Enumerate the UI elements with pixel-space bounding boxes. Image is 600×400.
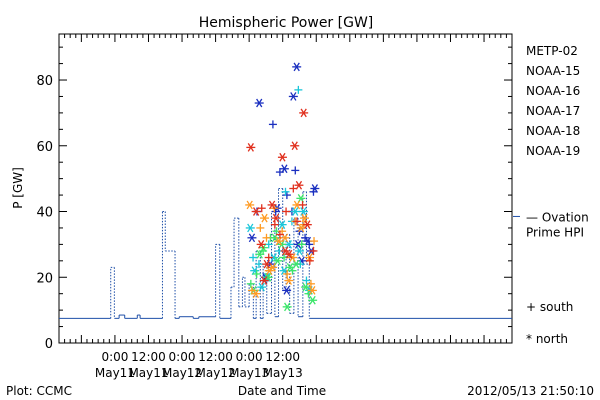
north-star-marker (292, 62, 302, 72)
south-plus-marker (262, 233, 271, 242)
south-plus-marker (297, 240, 306, 249)
south-plus-marker (291, 166, 300, 175)
north-star-marker (259, 276, 269, 285)
north-star-marker (294, 180, 304, 190)
north-star-marker (288, 92, 298, 101)
legend-entry: NOAA-15 (526, 64, 580, 78)
north-star-marker (282, 286, 292, 295)
north-star-marker (277, 152, 287, 162)
north-star-marker (260, 213, 270, 223)
north-star-marker (247, 233, 257, 243)
north-star-marker (273, 256, 283, 266)
north-star-marker (245, 223, 255, 233)
x-tick-date-label: May12 (162, 366, 202, 380)
x-tick-date-label: May11 (95, 366, 135, 380)
south-plus-marker (294, 85, 303, 94)
y-tick-label: 40 (36, 206, 53, 221)
south-plus-marker (310, 237, 319, 246)
y-tick-label: 0 (45, 337, 53, 352)
south-plus-marker (254, 260, 263, 269)
south-plus-marker (305, 256, 314, 265)
north-star-marker (302, 220, 312, 230)
plot-credit: Plot: CCMC (6, 384, 72, 398)
legend-entry: METP-02 (526, 44, 578, 58)
north-star-marker (254, 98, 264, 108)
south-plus-marker (257, 204, 266, 213)
south-plus-marker (249, 253, 258, 262)
south-plus-marker (270, 220, 279, 229)
south-plus-marker (292, 217, 301, 226)
north-star-marker (290, 141, 300, 151)
x-tick-date-label: May11 (128, 366, 168, 380)
legend: METP-02 NOAA-15 NOAA-16 NOAA-17 NOAA-18 NOAA-… (526, 44, 580, 158)
north-star-marker (251, 207, 261, 216)
north-star-marker (271, 213, 281, 223)
y-axis-label: P [GW] (11, 167, 25, 209)
x-tick-time-label: 0:00 (169, 350, 196, 364)
legend-entry: NOAA-16 (526, 84, 580, 98)
north-star-marker (277, 220, 287, 230)
north-star-marker (267, 200, 277, 210)
south-plus-marker (306, 279, 315, 288)
x-tick-time-label: 0:00 (236, 350, 263, 364)
south-plus-marker (309, 246, 318, 255)
x-tick-time-label: 12:00 (265, 350, 300, 364)
north-star-marker (284, 276, 294, 285)
plot-frame (58, 33, 513, 344)
north-star-marker (279, 164, 289, 174)
y-ticks: 0 20 40 60 80 (36, 46, 512, 352)
x-tick-time-label: 12:00 (198, 350, 233, 364)
north-star-marker (290, 207, 300, 216)
north-star-marker (262, 259, 272, 269)
north-star-marker (245, 200, 255, 210)
south-plus-marker (302, 276, 311, 285)
south-plus-marker (282, 207, 291, 216)
timestamp: 2012/05/13 21:50:10 (467, 384, 594, 398)
north-star-marker (284, 249, 294, 259)
ovation-label: — Ovation Prime HPI (526, 210, 589, 239)
x-tick-date-label: May12 (196, 366, 236, 380)
south-plus-marker (275, 230, 284, 239)
legend-entry: NOAA-17 (526, 104, 580, 118)
legend-entry: NOAA-18 (526, 124, 580, 138)
south-plus-marker (268, 120, 277, 129)
north-star-marker (300, 213, 310, 223)
chart-title: Hemispheric Power [GW] (199, 15, 374, 31)
south-plus-marker (283, 269, 292, 278)
north-star-marker (310, 184, 320, 193)
y-tick-label: 20 (36, 271, 53, 286)
x-axis-label: Date and Time (238, 384, 326, 398)
south-plus-marker (281, 187, 290, 196)
north-star-marker (308, 295, 318, 305)
south-plus-marker (298, 200, 307, 209)
north-star-marker (296, 194, 306, 203)
south-marker-legend: + south (526, 300, 573, 314)
north-star-marker (299, 108, 309, 118)
scatter-markers (245, 62, 320, 312)
north-star-marker (298, 207, 308, 216)
north-star-marker (307, 286, 317, 295)
north-star-marker (251, 289, 261, 299)
x-tick-date-label: May13 (229, 366, 269, 380)
north-star-marker (257, 282, 267, 292)
y-tick-label: 60 (36, 140, 53, 155)
x-tick-time-label: 0:00 (101, 350, 128, 364)
y-tick-label: 80 (36, 74, 53, 89)
north-star-marker (246, 143, 256, 152)
north-marker-legend: * north (526, 332, 568, 346)
south-plus-marker (252, 269, 261, 278)
x-tick-date-label: May13 (263, 366, 303, 380)
legend-entry: NOAA-19 (526, 144, 580, 158)
south-plus-marker (256, 223, 265, 232)
south-plus-marker (289, 184, 298, 193)
x-ticks: 0:00May1112:00May110:00May1212:00May120:… (64, 34, 507, 380)
x-tick-time-label: 12:00 (131, 350, 166, 364)
north-star-marker (282, 302, 292, 312)
north-star-marker (256, 240, 266, 249)
